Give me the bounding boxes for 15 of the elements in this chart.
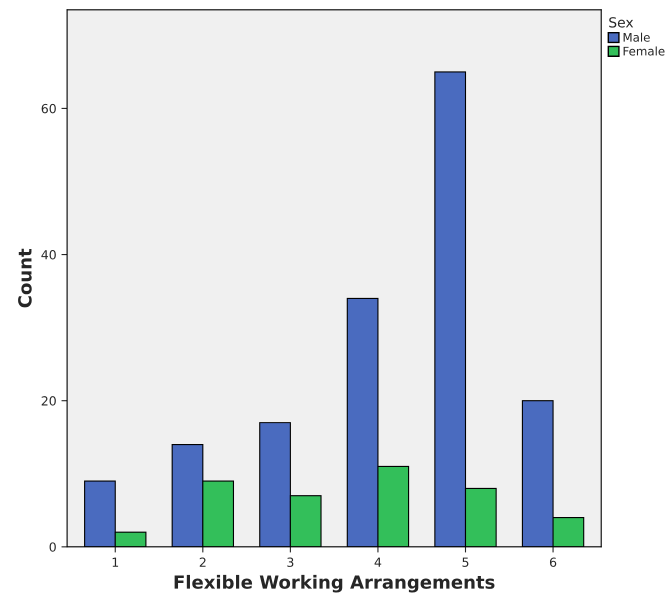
x-tick-label: 1 xyxy=(112,558,118,567)
x-tick-label: 5 xyxy=(462,558,468,567)
y-tick-label: 0 xyxy=(50,542,56,552)
legend-title: Sex xyxy=(609,17,634,28)
legend-label: Female xyxy=(624,46,665,56)
x-tick-label: 6 xyxy=(550,557,556,567)
y-axis-title: Count xyxy=(18,248,32,308)
y-tick-label: 60 xyxy=(42,104,56,114)
legend-label: Male xyxy=(624,32,650,42)
y-tick-label: 40 xyxy=(41,250,56,260)
x-tick-label: 4 xyxy=(374,558,382,567)
x-axis-title: Flexible Working Arrangements xyxy=(174,574,494,593)
x-tick-label: 2 xyxy=(200,557,206,567)
y-tick-label: 20 xyxy=(42,396,56,406)
x-tick-label: 3 xyxy=(287,557,294,567)
